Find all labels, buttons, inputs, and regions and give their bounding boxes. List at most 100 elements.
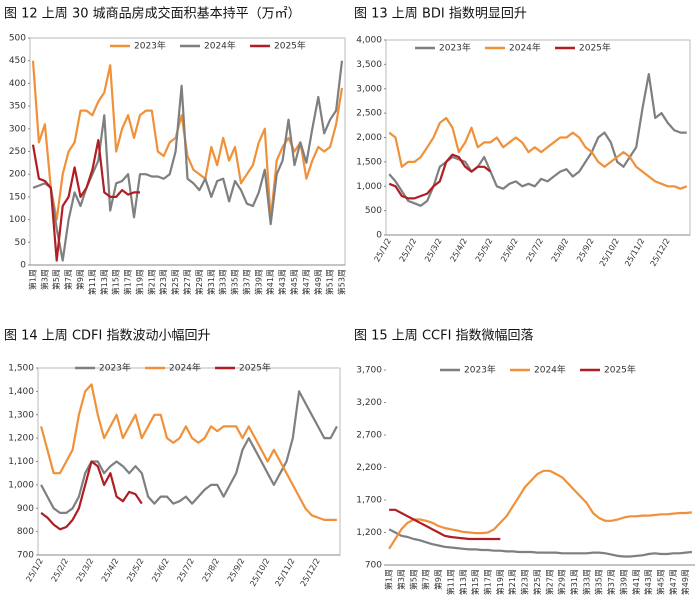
x-tick-label: 第33周 bbox=[581, 569, 591, 595]
x-tick-label: 第13周 bbox=[458, 569, 468, 595]
series-line bbox=[388, 116, 688, 190]
x-tick-label: 25/2/2 bbox=[50, 557, 71, 584]
x-tick-label: 第41周 bbox=[265, 269, 275, 295]
x-tick-label: 第19周 bbox=[134, 269, 144, 295]
y-tick-label: 100 bbox=[9, 215, 26, 225]
x-tick-label: 第39周 bbox=[618, 569, 628, 595]
series-line bbox=[31, 139, 140, 262]
x-tick-label: 第7周 bbox=[63, 269, 73, 290]
x-tick-label: 25/3/2 bbox=[423, 237, 444, 264]
y-tick-label: 2,000 bbox=[356, 133, 382, 143]
x-tick-label: 25/1/2 bbox=[372, 237, 393, 264]
y-tick-label: 700 bbox=[17, 551, 34, 561]
legend-label: 2025年 bbox=[274, 40, 306, 52]
x-tick-label: 第39周 bbox=[253, 269, 263, 295]
y-tick-label: 2,200 bbox=[356, 463, 382, 473]
y-tick-label: 1,200 bbox=[356, 528, 382, 538]
x-tick-label: 25/9/2 bbox=[226, 557, 247, 584]
legend-label: 2024年 bbox=[534, 364, 566, 376]
series-line bbox=[40, 383, 337, 521]
x-tick-label: 第5周 bbox=[51, 269, 61, 290]
x-tick-label: 25/10/2 bbox=[248, 557, 271, 588]
x-tick-label: 第25周 bbox=[170, 269, 180, 295]
x-tick-label: 第43周 bbox=[643, 569, 653, 595]
x-tick-label: 25/1/2 bbox=[24, 557, 45, 584]
x-tick-label: 25/5/2 bbox=[474, 237, 495, 264]
y-tick-label: 450 bbox=[9, 56, 26, 66]
x-tick-label: 第21周 bbox=[146, 269, 156, 295]
legend-label: 2023年 bbox=[439, 42, 471, 54]
y-tick-label: 400 bbox=[9, 79, 26, 89]
series-line bbox=[388, 528, 693, 558]
x-tick-label: 第33周 bbox=[218, 269, 228, 295]
y-tick-label: 3,200 bbox=[356, 398, 382, 408]
y-tick-label: 0 bbox=[20, 261, 26, 271]
x-tick-label: 第31周 bbox=[569, 569, 579, 595]
x-tick-label: 第15周 bbox=[111, 269, 121, 295]
x-tick-label: 第49周 bbox=[313, 269, 323, 295]
x-tick-label: 第13周 bbox=[99, 269, 109, 295]
legend-label: 2024年 bbox=[204, 40, 236, 52]
x-tick-label: 第11周 bbox=[445, 569, 455, 595]
y-tick-label: 500 bbox=[9, 34, 26, 44]
x-tick-label: 第51周 bbox=[325, 269, 335, 295]
chart-title: 图 13 上周 BDI 指数明显回升 bbox=[354, 7, 527, 22]
x-tick-label: 第23周 bbox=[520, 569, 530, 595]
x-tick-label: 第37周 bbox=[606, 569, 616, 595]
x-tick-label: 25/5/2 bbox=[125, 557, 146, 584]
x-tick-label: 25/4/2 bbox=[100, 557, 121, 584]
series-line bbox=[389, 508, 501, 541]
x-tick-label: 第11周 bbox=[87, 269, 97, 295]
y-tick-label: 1,500 bbox=[356, 157, 382, 167]
x-tick-label: 第29周 bbox=[557, 569, 567, 595]
x-tick-label: 第45周 bbox=[656, 569, 666, 595]
series-line bbox=[388, 153, 492, 200]
series-line bbox=[40, 390, 338, 514]
x-tick-label: 25/6/2 bbox=[150, 557, 171, 584]
x-tick-label: 第9周 bbox=[433, 569, 443, 590]
x-tick-label: 第43周 bbox=[277, 269, 287, 295]
y-tick-label: 3,000 bbox=[356, 84, 382, 94]
x-tick-label: 第1周 bbox=[384, 569, 394, 590]
y-tick-label: 1,500 bbox=[8, 364, 34, 374]
series-line bbox=[32, 60, 344, 262]
x-tick-label: 25/3/2 bbox=[75, 557, 96, 584]
y-tick-label: 350 bbox=[9, 102, 26, 112]
x-tick-label: 25/7/2 bbox=[524, 237, 545, 264]
x-tick-label: 第21周 bbox=[507, 569, 517, 595]
x-tick-label: 25/12/2 bbox=[299, 557, 322, 588]
x-tick-label: 第25周 bbox=[532, 569, 542, 595]
x-tick-label: 第17周 bbox=[482, 569, 492, 595]
x-tick-label: 第35周 bbox=[594, 569, 604, 595]
x-tick-label: 25/9/2 bbox=[575, 237, 596, 264]
legend-label: 2025年 bbox=[579, 42, 611, 54]
legend-label: 2024年 bbox=[509, 42, 541, 54]
y-tick-label: 200 bbox=[9, 170, 26, 180]
y-tick-label: 4,000 bbox=[356, 36, 382, 46]
x-tick-label: 第17周 bbox=[123, 269, 133, 295]
y-tick-label: 2,700 bbox=[356, 431, 382, 441]
x-tick-label: 第5周 bbox=[408, 569, 418, 590]
y-tick-label: 500 bbox=[365, 206, 382, 216]
chart-title: 图 12 上周 30 城商品房成交面积基本持平（万㎡） bbox=[4, 6, 301, 22]
x-tick-label: 第49周 bbox=[680, 569, 690, 595]
y-tick-label: 1,000 bbox=[356, 182, 382, 192]
x-tick-label: 第45周 bbox=[289, 269, 299, 295]
y-tick-label: 3,700 bbox=[356, 366, 382, 376]
y-tick-label: 150 bbox=[9, 192, 26, 202]
y-tick-label: 1,300 bbox=[8, 410, 34, 420]
chart-title: 图 15 上周 CCFI 指数微幅回落 bbox=[354, 329, 534, 344]
y-tick-label: 2,500 bbox=[356, 109, 382, 119]
chart-title: 图 14 上周 CDFI 指数波动小幅回升 bbox=[4, 329, 210, 344]
x-tick-label: 第19周 bbox=[495, 569, 505, 595]
x-tick-label: 25/11/2 bbox=[623, 237, 646, 268]
x-tick-label: 第35周 bbox=[230, 269, 240, 295]
legend-label: 2025年 bbox=[239, 362, 271, 374]
x-tick-label: 第29周 bbox=[194, 269, 204, 295]
x-tick-label: 25/8/2 bbox=[201, 557, 222, 584]
y-tick-label: 900 bbox=[17, 504, 34, 514]
y-tick-label: 50 bbox=[15, 238, 27, 248]
x-tick-label: 第31周 bbox=[206, 269, 216, 295]
x-tick-label: 第3周 bbox=[39, 269, 49, 290]
y-tick-label: 1,100 bbox=[8, 457, 34, 467]
